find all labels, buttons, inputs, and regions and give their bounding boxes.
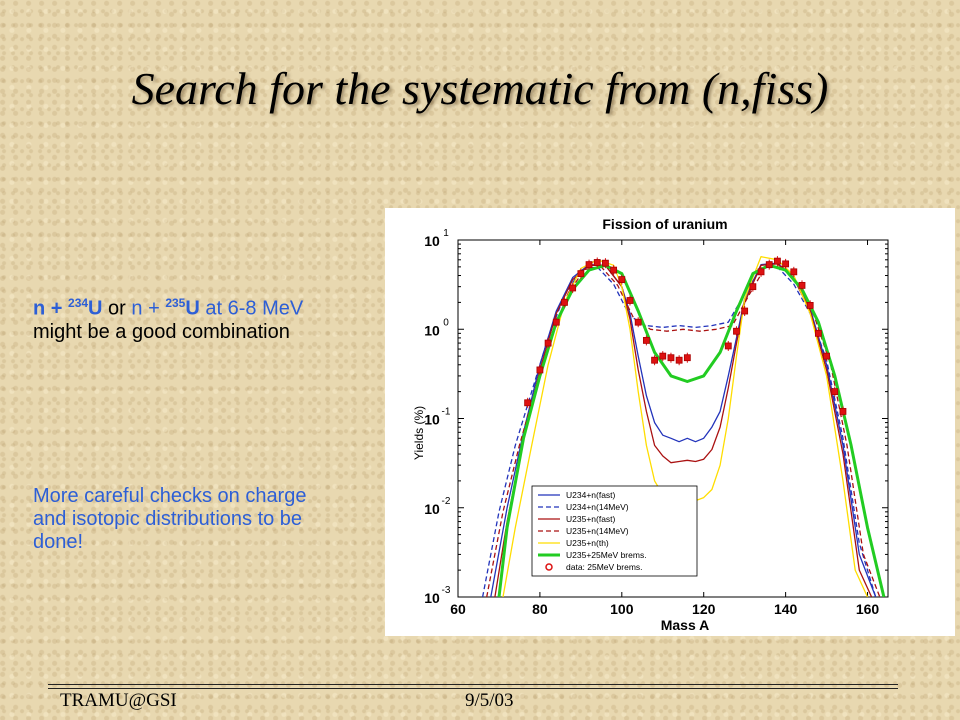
legend-label: U235+25MeV brems. bbox=[566, 550, 647, 560]
x-tick-label: 100 bbox=[610, 601, 634, 617]
data-point bbox=[831, 388, 839, 396]
data-point bbox=[569, 284, 577, 292]
data-point bbox=[524, 399, 532, 407]
footer-rule-bottom bbox=[48, 688, 898, 689]
footer-rule-top bbox=[48, 684, 898, 685]
data-point bbox=[659, 352, 667, 360]
slide-title: Search for the systematic from (n,fiss) bbox=[131, 63, 829, 114]
data-point bbox=[798, 281, 806, 289]
x-tick-label: 160 bbox=[856, 601, 880, 617]
note-checks: More careful checks on charge and isotop… bbox=[33, 485, 307, 553]
note-n-plus-2: n + bbox=[131, 297, 166, 320]
note-energy: at 6-8 bbox=[199, 297, 263, 320]
legend-label: U234+n(14MeV) bbox=[566, 502, 629, 512]
data-point bbox=[749, 283, 757, 291]
data-point bbox=[544, 339, 552, 347]
y-tick-label: 10 bbox=[424, 590, 440, 606]
legend-label: data: 25MeV brems. bbox=[566, 562, 643, 572]
legend-label: U234+n(fast) bbox=[566, 490, 616, 500]
note-or: or bbox=[102, 297, 132, 320]
data-point bbox=[585, 261, 593, 269]
y-tick-exponent: -1 bbox=[442, 407, 451, 418]
legend-box bbox=[531, 485, 698, 577]
data-point bbox=[577, 270, 585, 278]
data-point bbox=[593, 259, 601, 266]
data-point bbox=[741, 307, 749, 315]
y-tick-label: 10 bbox=[424, 322, 440, 338]
data-point bbox=[683, 354, 691, 362]
x-tick-label: 60 bbox=[450, 601, 466, 617]
legend-marker bbox=[545, 563, 553, 571]
y-tick-label: 10 bbox=[424, 412, 440, 428]
data-point bbox=[782, 260, 790, 268]
data-point bbox=[634, 318, 642, 326]
data-point bbox=[602, 259, 609, 267]
data-point bbox=[733, 327, 740, 335]
x-axis-label: Mass A bbox=[661, 617, 710, 633]
note-n-plus: n + bbox=[33, 297, 69, 320]
x-tick-label: 140 bbox=[774, 601, 798, 617]
note-mass-235: 235 bbox=[165, 296, 186, 310]
data-point bbox=[552, 318, 560, 326]
data-point bbox=[610, 266, 618, 274]
data-point bbox=[626, 297, 634, 304]
data-point bbox=[675, 356, 683, 364]
x-tick-label: 80 bbox=[532, 601, 548, 617]
y-tick-exponent: 1 bbox=[443, 228, 449, 239]
data-point bbox=[724, 342, 732, 350]
y-tick-label: 10 bbox=[424, 233, 440, 249]
y-tick-exponent: -2 bbox=[442, 496, 451, 507]
data-point bbox=[774, 257, 781, 265]
data-point bbox=[823, 352, 830, 360]
data-point bbox=[667, 354, 675, 362]
legend-label: U235+n(fast) bbox=[566, 514, 616, 524]
data-point bbox=[814, 329, 822, 337]
data-point bbox=[561, 298, 568, 306]
data-point bbox=[651, 356, 658, 364]
note-rest: might be a good combination bbox=[33, 320, 290, 343]
data-point bbox=[765, 261, 773, 269]
note-element-u-2: U bbox=[185, 297, 200, 320]
y-tick-exponent: -3 bbox=[442, 585, 451, 596]
data-point bbox=[839, 408, 847, 415]
note-element-u: U bbox=[88, 297, 103, 320]
legend-label: U235+n(th) bbox=[566, 538, 609, 548]
data-point bbox=[618, 276, 626, 283]
data-point bbox=[757, 268, 765, 276]
chart-title: Fission of uranium bbox=[602, 216, 727, 232]
note-mev: MeV bbox=[262, 297, 304, 320]
chart-panel: Fission of uranium 60 80 100 120 140 160 10 -3 1… bbox=[385, 208, 955, 636]
y-tick-label: 10 bbox=[424, 501, 440, 517]
y-axis-label: Yields (%) bbox=[412, 406, 426, 460]
data-point bbox=[642, 337, 650, 344]
data-point bbox=[806, 302, 814, 309]
note-combination: n + 234U or n + 235U at 6-8 MeV might be… bbox=[33, 292, 343, 344]
footer-date: 9/5/03 bbox=[465, 690, 514, 711]
y-tick-exponent: 0 bbox=[443, 317, 449, 328]
x-tick-label: 120 bbox=[692, 601, 716, 617]
data-point bbox=[536, 366, 544, 374]
footer-venue: TRAMU@GSI bbox=[60, 690, 177, 711]
legend-label: U235+n(14MeV) bbox=[566, 526, 629, 536]
data-point bbox=[790, 268, 798, 276]
note-mass-234: 234 bbox=[68, 296, 89, 310]
